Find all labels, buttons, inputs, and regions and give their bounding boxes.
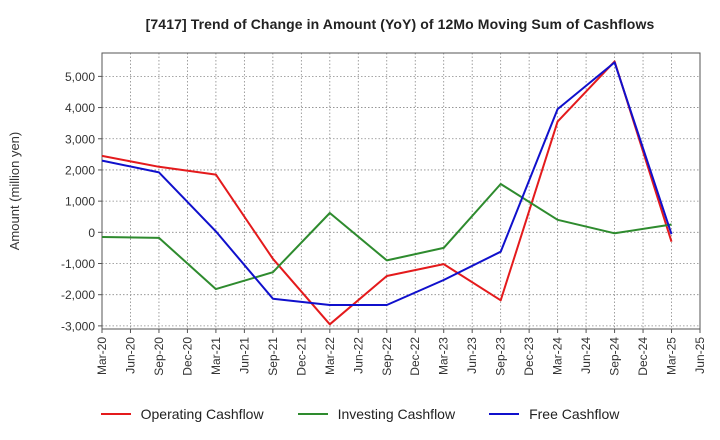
x-tick-label: Sep-24 [608,337,622,376]
free-cashflow-line [101,61,673,306]
x-tick-label: Dec-24 [636,337,650,376]
plot-frame [101,52,701,330]
series-lines [101,60,673,326]
x-tick-label: Sep-21 [266,337,280,376]
x-tick-label: Mar-20 [95,337,109,375]
y-tick-label: -1,000 [61,257,95,271]
x-tick-label: Jun-25 [693,337,707,374]
legend-swatch-free [489,413,520,415]
x-tick-label: Jun-24 [579,337,593,374]
legend-item-operating: Operating Cashflow [100,406,264,422]
y-axis-label: Amount (million yen) [7,132,22,251]
grid [102,53,700,329]
x-tick-label: Dec-21 [294,337,308,376]
x-tick-label: Sep-23 [494,337,508,376]
legend-item-free: Free Cashflow [489,406,619,422]
x-tick-label: Jun-20 [123,337,137,374]
x-tick-label: Dec-20 [180,337,194,376]
y-tick-label: -3,000 [61,319,95,333]
x-tick-label: Jun-22 [351,337,365,374]
x-tick-label: Mar-25 [665,337,679,375]
y-tick-label: 2,000 [65,163,95,177]
operating-cashflow-line [101,60,673,326]
legend-swatch-operating [100,413,131,415]
x-tick-label: Mar-21 [209,337,223,375]
y-tick-label: 4,000 [65,101,95,115]
legend-item-investing: Investing Cashflow [297,406,456,422]
x-tick-label: Sep-20 [152,337,166,376]
y-tick-label: 5,000 [65,70,95,84]
x-tick-label: Jun-23 [465,337,479,374]
x-tick-label: Mar-22 [323,337,337,375]
y-tick-label: 1,000 [65,195,95,209]
legend-label-free: Free Cashflow [529,406,620,422]
legend-label-investing: Investing Cashflow [337,406,456,422]
x-tick-label: Dec-23 [522,337,536,376]
x-tick-label: Sep-22 [380,337,394,376]
legend-label-operating: Operating Cashflow [140,406,264,422]
y-tick-label: -2,000 [61,288,95,302]
x-tick-label: Mar-24 [551,337,565,375]
x-tick-label: Jun-21 [237,337,251,374]
legend-swatch-investing [297,413,328,415]
legend: Operating Cashflow Investing Cashflow Fr… [0,406,720,422]
x-tick-label: Dec-22 [408,337,422,376]
investing-cashflow-line [101,183,672,291]
y-axis: -3,000 -2,000 -1,000 0 1,000 2,000 3,000 4,000 5… [61,70,102,333]
chart-title: [7417] Trend of Change in Amount (YoY) o… [145,16,655,32]
y-tick-label: 0 [88,226,95,240]
x-tick-label: Mar-23 [437,337,451,375]
x-axis: Mar-20 Jun-20 Sep-20 Dec-20 Mar-21 Jun-21 Sep-… [95,329,707,376]
y-tick-label: 3,000 [65,132,95,146]
